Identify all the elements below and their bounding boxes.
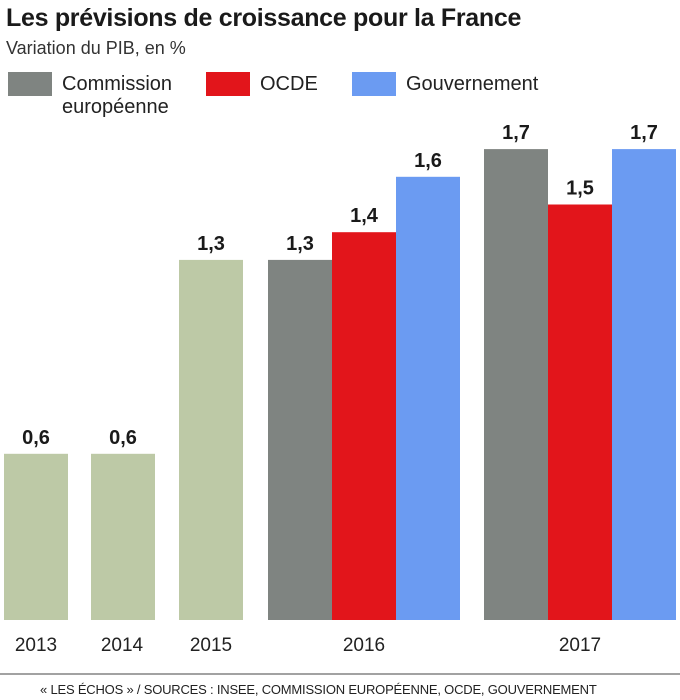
- bar-2017-gouvernement: [612, 149, 676, 620]
- bar-2016-gouvernement: [396, 176, 460, 621]
- data-label-2015-0: 1,3: [197, 233, 225, 255]
- legend-label-gouvernement: Gouvernement: [406, 73, 539, 95]
- year-label-2014: 2014: [101, 635, 144, 656]
- data-label-2016-2: 1,6: [414, 150, 442, 172]
- legend-label-ocde: OCDE: [260, 73, 318, 95]
- data-label-2017-2: 1,7: [630, 122, 658, 144]
- legend-swatch-commission: [8, 72, 52, 96]
- bar-2017-ocde: [548, 204, 612, 620]
- data-label-2014-0: 0,6: [109, 427, 137, 449]
- bar-2017-commission-europeenne: [484, 149, 548, 620]
- legend-label-commission: Commission européenne: [62, 73, 173, 118]
- data-label-2017-0: 1,7: [502, 122, 530, 144]
- bar-2016-commission-europeenne: [268, 259, 332, 620]
- year-label-2015: 2015: [190, 635, 232, 656]
- bar-2013-historique: [4, 453, 68, 620]
- year-label-2016: 2016: [343, 635, 385, 656]
- bar-chart: 0,6 2013 0,6 2014 1,3 2015 1,3 1,4 1,6 2016 1,7 1,5…: [0, 122, 680, 675]
- chart-title: Les prévisions de croissance pour la Fra…: [6, 4, 522, 32]
- source-footer: « LES ÉCHOS » / SOURCES : INSEE, COMMISS…: [40, 682, 597, 697]
- bar-2014-historique: [91, 453, 155, 620]
- year-label-2013: 2013: [15, 635, 57, 656]
- data-label-2017-1: 1,5: [566, 178, 594, 200]
- data-label-2013-0: 0,6: [22, 427, 50, 449]
- bar-2015-historique: [179, 259, 243, 620]
- data-label-2016-0: 1,3: [286, 233, 314, 255]
- year-label-2017: 2017: [559, 635, 601, 656]
- bar-2016-ocde: [332, 232, 396, 620]
- data-label-2016-1: 1,4: [350, 205, 379, 227]
- chart-subtitle: Variation du PIB, en %: [6, 38, 186, 58]
- legend-swatch-ocde: [206, 72, 250, 96]
- legend-swatch-gouvernement: [352, 72, 396, 96]
